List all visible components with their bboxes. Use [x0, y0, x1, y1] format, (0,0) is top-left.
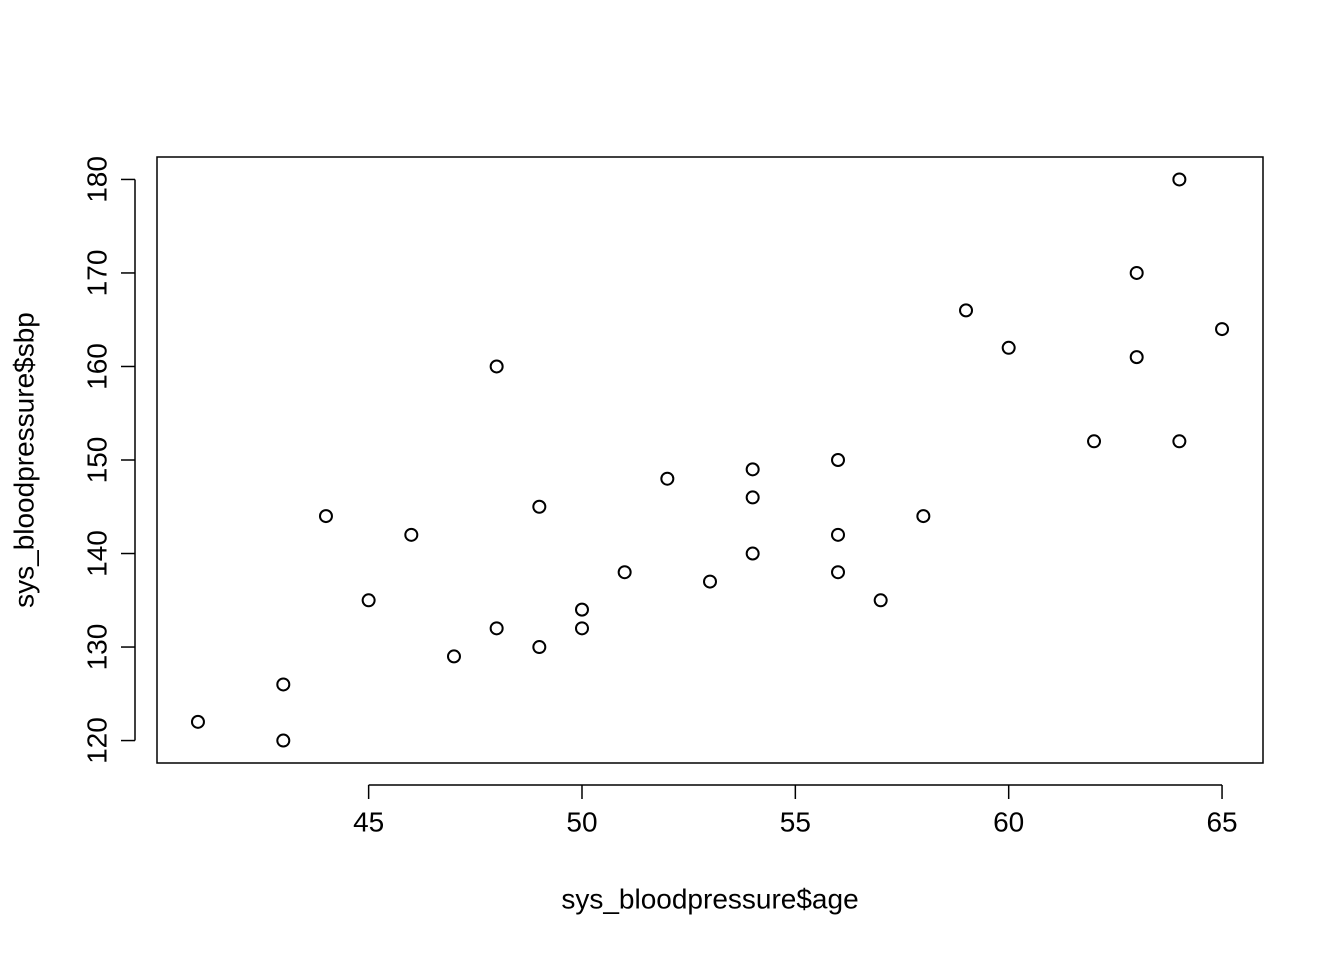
point	[276, 677, 291, 692]
y-tick-label: 160	[81, 343, 112, 390]
point	[446, 649, 461, 664]
y-tick-label: 130	[81, 624, 112, 671]
point	[190, 714, 205, 729]
point	[831, 527, 846, 542]
point	[489, 621, 504, 636]
y-axis-label: sys_bloodpressure$sbp	[8, 312, 39, 608]
point	[1172, 172, 1187, 187]
point	[703, 574, 717, 589]
point	[574, 621, 589, 636]
point	[959, 303, 974, 318]
point	[404, 527, 419, 542]
point	[617, 565, 632, 580]
y-tick-label: 180	[81, 156, 112, 203]
x-tick-label: 60	[993, 806, 1024, 837]
point	[745, 462, 760, 477]
point	[745, 546, 760, 561]
point	[1215, 322, 1230, 337]
plot-frame	[156, 156, 1264, 764]
x-tick-label: 55	[780, 806, 811, 837]
point	[489, 359, 504, 374]
y-tick-label: 120	[81, 717, 112, 764]
x-axis-label: sys_bloodpressure$age	[561, 883, 858, 914]
point	[276, 733, 291, 748]
point	[831, 453, 846, 467]
point	[532, 499, 547, 514]
x-tick-label: 65	[1206, 806, 1237, 837]
point	[532, 640, 547, 655]
point	[1129, 350, 1144, 365]
point	[745, 490, 760, 505]
point	[1087, 434, 1102, 449]
point	[361, 593, 376, 608]
x-tick-label: 45	[353, 806, 384, 837]
point	[873, 593, 888, 608]
point	[660, 471, 675, 486]
y-tick-label: 150	[81, 437, 112, 484]
y-tick-label: 140	[81, 530, 112, 577]
point	[1172, 434, 1187, 449]
point	[1129, 265, 1144, 280]
point	[318, 509, 333, 524]
y-tick-label: 170	[81, 250, 112, 297]
point	[831, 565, 846, 580]
point	[1001, 340, 1016, 355]
point	[574, 602, 589, 617]
x-tick-label: 50	[566, 806, 597, 837]
point	[916, 509, 931, 524]
